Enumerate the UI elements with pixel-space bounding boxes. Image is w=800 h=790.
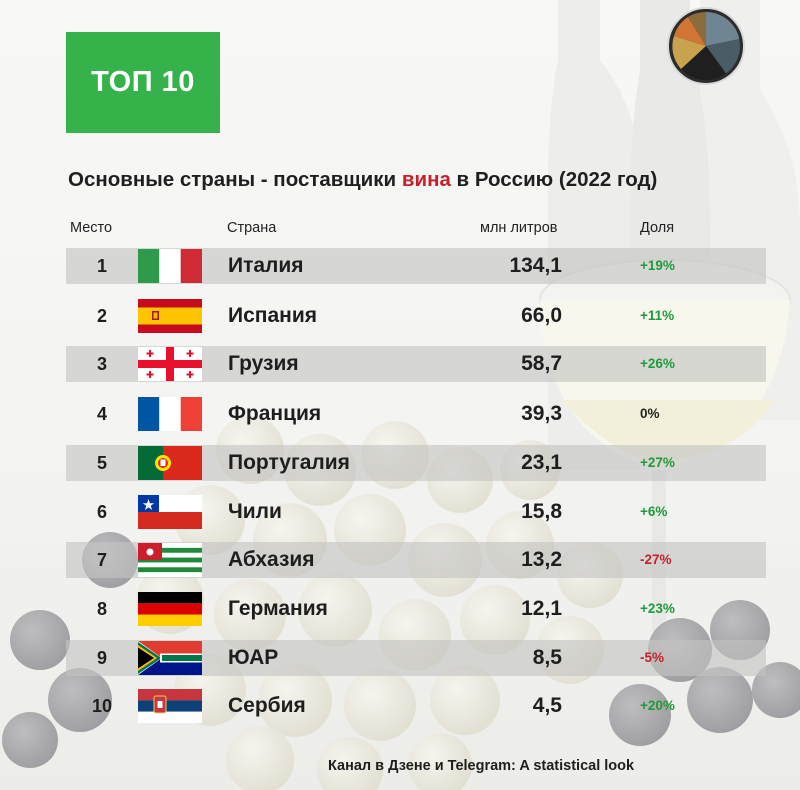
france-flag-icon [138, 397, 202, 431]
row-place: 10 [91, 696, 113, 716]
spain-flag-icon [138, 299, 202, 333]
header-country: Страна [227, 220, 277, 236]
statistical-look-logo [667, 7, 745, 85]
row-volume: 66,0 [521, 304, 562, 327]
row-country: Абхазия [228, 548, 315, 571]
row-volume: 58,7 [521, 352, 562, 375]
row-volume: 4,5 [532, 694, 562, 717]
chart-title: Основные страны - поставщики вина в Росс… [68, 168, 768, 192]
row-place: 8 [96, 599, 107, 619]
portugal-flag-icon [138, 446, 202, 480]
row-share: +20% [640, 698, 675, 713]
table-row: 1 Италия 134,1 +19% [66, 248, 766, 284]
table-row: 3 Грузия 58,7 +26% [66, 346, 766, 382]
row-country: Чили [228, 500, 282, 523]
row-share: 0% [640, 406, 660, 421]
row-country: Франция [228, 402, 322, 425]
table-row: 4 Франция 39,3 0% [66, 396, 766, 432]
header-share: Доля [640, 220, 675, 236]
table-row: 7 Абхазия 13,2 -27% [66, 542, 766, 578]
table-row: 6 Чили 15,8 +6% [66, 494, 766, 530]
row-country: Германия [228, 597, 328, 620]
row-volume: 134,1 [509, 254, 562, 277]
row-volume: 12,1 [521, 597, 562, 620]
table-row: 9 ЮАР 8,5 -5% [66, 640, 766, 676]
row-share: +27% [640, 455, 675, 470]
row-volume: 13,2 [521, 548, 562, 571]
table-row: 8 Германия 12,1 +23% [66, 591, 766, 627]
row-place: 6 [96, 502, 107, 522]
top10-badge: ТОП 10 [66, 32, 220, 133]
germany-flag-icon [138, 592, 202, 626]
row-place: 1 [96, 256, 107, 276]
south-africa-flag-icon [138, 641, 202, 675]
row-place: 3 [96, 354, 107, 374]
row-share: +23% [640, 601, 675, 616]
row-place: 4 [96, 404, 107, 424]
row-volume: 23,1 [521, 451, 562, 474]
row-country: Португалия [228, 451, 350, 474]
serbia-flag-icon [138, 689, 202, 723]
row-share: +19% [640, 258, 675, 273]
row-share: +6% [640, 504, 668, 519]
title-highlight: вина [401, 168, 451, 191]
header-volume: млн литров [480, 220, 558, 236]
row-share: +11% [640, 308, 675, 323]
chile-flag-icon [138, 495, 202, 529]
row-country: ЮАР [228, 646, 279, 669]
row-country: Испания [228, 304, 317, 327]
row-place: 9 [96, 648, 107, 668]
row-share: -27% [640, 552, 672, 567]
row-country: Италия [228, 254, 304, 277]
row-volume: 8,5 [532, 646, 562, 669]
footer-credit: Канал в Дзене и Telegram: A statistical … [328, 758, 635, 774]
row-country: Сербия [228, 694, 306, 717]
table-row: 2 Испания 66,0 +11% [66, 298, 766, 334]
row-place: 2 [96, 306, 107, 326]
row-share: -5% [640, 650, 665, 665]
title-part-2: в Россию (2022 год) [450, 168, 658, 191]
georgia-flag-icon [138, 347, 202, 381]
row-place: 5 [96, 453, 107, 473]
row-share: +26% [640, 356, 675, 371]
table-row: 5 Португалия 23,1 +27% [66, 445, 766, 481]
header-place: Место [70, 220, 113, 236]
abkhazia-flag-icon [138, 543, 202, 577]
row-place: 7 [96, 550, 107, 570]
row-volume: 15,8 [521, 500, 562, 523]
row-country: Грузия [228, 352, 299, 375]
italy-flag-icon [138, 249, 202, 283]
title-part-1: Основные страны - поставщики [68, 168, 402, 191]
row-volume: 39,3 [521, 402, 562, 425]
table-row: 10 Сербия 4,5 +20% [66, 688, 766, 724]
